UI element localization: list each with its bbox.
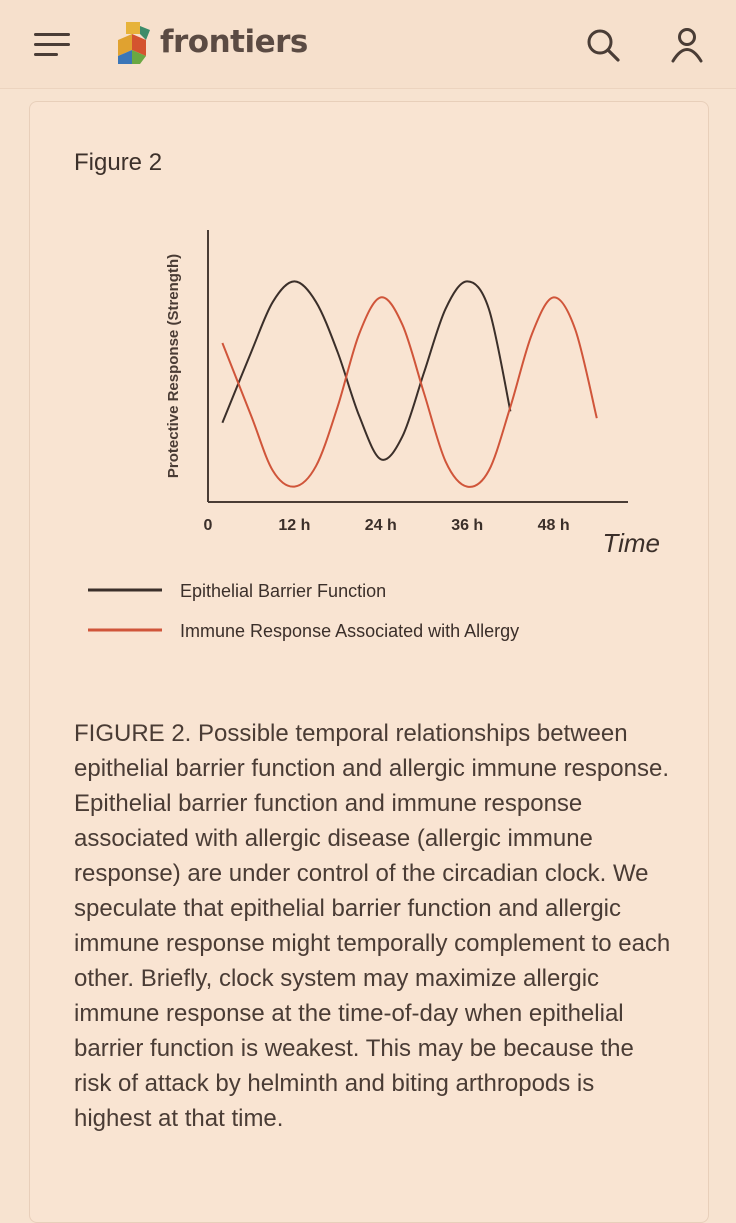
- figure-caption: FIGURE 2. Possible temporal relationship…: [74, 720, 671, 1132]
- legend-label: Immune Response Associated with Allergy: [180, 621, 519, 641]
- chart-axes: [207, 230, 628, 503]
- x-tick-label: 36 h: [451, 517, 483, 534]
- y-axis-label: Protective Response (Strength): [165, 254, 182, 478]
- legend-label: Epithelial Barrier Function: [180, 581, 386, 601]
- figure-chart: Protective Response (Strength) Time 0 12 …: [88, 230, 660, 641]
- user-icon[interactable]: [668, 26, 706, 64]
- menu-icon[interactable]: [34, 33, 70, 57]
- x-tick-label: 24 h: [365, 517, 397, 534]
- x-axis-label: Time: [602, 528, 660, 558]
- x-tick-label: 0: [204, 517, 213, 534]
- frontiers-logo-icon: [118, 22, 150, 64]
- search-icon[interactable]: [584, 26, 622, 64]
- x-tick-label: 48 h: [538, 517, 570, 534]
- brand-name: frontiers: [160, 24, 308, 60]
- top-app-bar: frontiers: [0, 0, 736, 89]
- series-line-immune-response: [221, 296, 598, 488]
- x-tick-label: 12 h: [278, 517, 310, 534]
- frontiers-logo[interactable]: frontiers: [116, 20, 308, 64]
- series-line-epithelial-barrier: [221, 280, 512, 461]
- figure-label: Figure 2: [74, 149, 163, 176]
